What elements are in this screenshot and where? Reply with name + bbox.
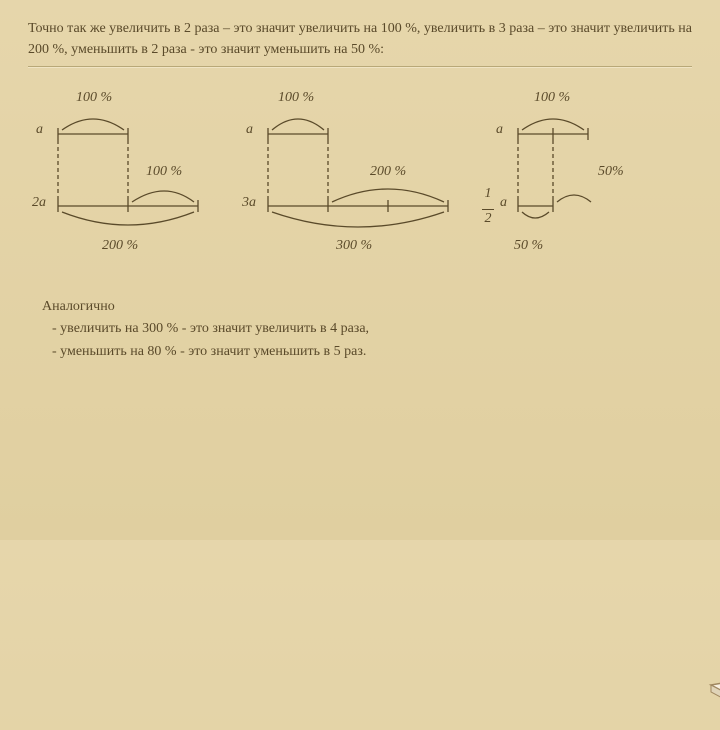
- diagrams-row: 100 % a 100 % 2a 200 % 100 %: [28, 90, 692, 270]
- conclusion-head: Аналогично: [42, 296, 692, 318]
- boy-svg: [706, 530, 720, 730]
- d2-var-bot: 3a: [242, 195, 256, 211]
- diagram-half-a-svg: [478, 90, 668, 270]
- d1-var-bot: 2a: [32, 195, 46, 211]
- intro-text: Точно так же увеличить в 2 раза – это зн…: [28, 18, 692, 60]
- horizontal-rule: [28, 66, 692, 68]
- d2-mid-pct: 200 %: [370, 164, 406, 180]
- d3-fraction: 1 2: [478, 188, 498, 226]
- d1-var-top: a: [36, 122, 43, 138]
- conclusion-line2: - уменьшить на 80 % - это значит уменьши…: [52, 341, 692, 363]
- d1-bot-pct: 200 %: [102, 238, 138, 254]
- diagram-half-a: 100 % a 50% 1 2 a 50 %: [478, 90, 668, 270]
- d3-mid-pct: 50%: [598, 164, 624, 180]
- frac-den: 2: [485, 211, 492, 226]
- conclusion-text: Аналогично - увеличить на 300 % - это зн…: [28, 296, 692, 363]
- frac-num: 1: [485, 186, 492, 201]
- d2-var-top: a: [246, 122, 253, 138]
- d3-var-bot: a: [500, 195, 507, 211]
- d3-var-top: a: [496, 122, 503, 138]
- d2-top-pct: 100 %: [278, 90, 314, 106]
- d2-bot-pct: 300 %: [336, 238, 372, 254]
- diagram-2a: 100 % a 100 % 2a 200 %: [28, 90, 228, 270]
- d1-top-pct: 100 %: [76, 90, 112, 106]
- d3-top-pct: 100 %: [534, 90, 570, 106]
- d1-mid-pct: 100 %: [146, 164, 182, 180]
- conclusion-line1: - увеличить на 300 % - это значит увелич…: [52, 318, 692, 340]
- d3-bot-pct: 50 %: [514, 238, 543, 254]
- diagram-3a: 100 % a 200 % 3a 300 %: [238, 90, 468, 270]
